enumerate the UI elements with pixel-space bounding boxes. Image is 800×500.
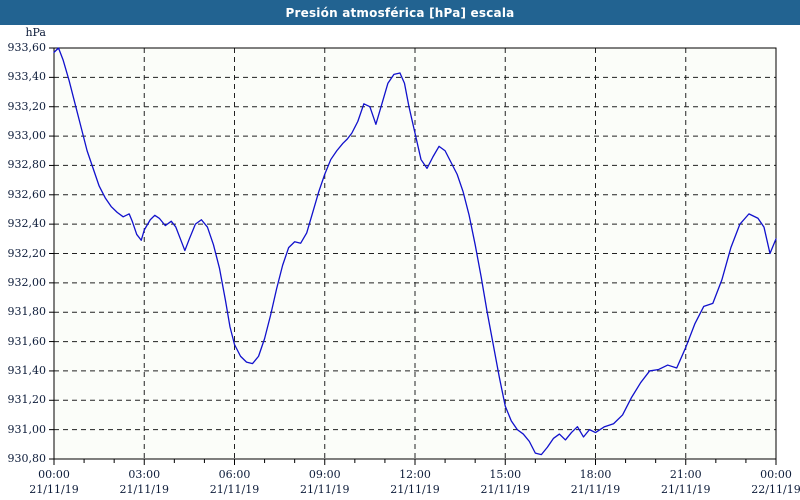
axis-tick-marks <box>49 47 777 465</box>
y-axis-tick-label: 932,20 <box>7 246 47 260</box>
x-axis-tick-label: 12:00 21/11/19 <box>370 467 460 497</box>
x-axis-tick-label: 06:00 21/11/19 <box>190 467 280 497</box>
x-axis-tick-time: 03:00 <box>128 468 161 481</box>
x-axis-tick-time: 18:00 <box>579 468 612 481</box>
x-axis-tick-time: 21:00 <box>669 468 702 481</box>
x-axis-tick-date: 21/11/19 <box>209 483 260 496</box>
x-axis-tick-date: 21/11/19 <box>661 483 711 496</box>
x-axis-tick-label: 21:00 21/11/19 <box>641 467 731 497</box>
y-axis-tick-label: 933,40 <box>7 70 47 84</box>
pressure-line-chart <box>49 47 777 465</box>
y-axis-unit-label: hPa <box>25 26 46 39</box>
page-title: Presión atmosférica [hPa] escala <box>285 5 515 20</box>
y-axis-tick-label: 930,80 <box>7 452 47 465</box>
x-axis-tick-date: 21/11/19 <box>29 483 79 496</box>
x-axis-tick-time: 00:00 <box>760 468 792 481</box>
x-axis-tick-label: 00:00 22/11/19 <box>731 467 800 497</box>
y-axis-tick-label: 932,00 <box>7 275 47 289</box>
x-axis-tick-time: 00:00 <box>38 468 70 481</box>
x-axis-tick-date: 22/11/19 <box>751 483 800 496</box>
y-axis-tick-label: 933,20 <box>7 99 47 113</box>
x-axis-tick-time: 09:00 <box>308 468 341 481</box>
chart-canvas: hPa 933,60 933,40 933,20 933,00 932,80 932,60… <box>0 25 800 500</box>
y-axis-tick-label: 933,60 <box>7 41 47 54</box>
y-axis-tick-label: 931,20 <box>7 393 47 407</box>
y-axis-tick-label: 931,80 <box>7 305 47 319</box>
y-axis-tick-label: 932,60 <box>7 187 47 201</box>
x-axis-tick-time: 06:00 <box>218 468 251 481</box>
y-axis-tick-label: 931,00 <box>7 422 47 436</box>
x-axis-tick-date: 21/11/19 <box>480 483 530 496</box>
x-axis-tick-label: 09:00 21/11/19 <box>280 467 370 497</box>
x-axis-tick-date: 21/11/19 <box>300 483 350 496</box>
window-title-bar: Presión atmosférica [hPa] escala <box>0 0 800 25</box>
x-axis-tick-date: 21/11/19 <box>390 483 440 496</box>
y-axis-tick-label: 932,40 <box>7 217 47 231</box>
y-axis-tick-label: 933,00 <box>7 129 47 143</box>
x-axis-tick-label: 15:00 21/11/19 <box>460 467 550 497</box>
x-axis-tick-label: 18:00 21/11/19 <box>551 467 641 497</box>
x-axis-tick-date: 21/11/19 <box>119 483 169 496</box>
y-axis-tick-label: 931,40 <box>7 363 47 377</box>
x-axis-tick-time: 12:00 <box>399 468 431 481</box>
x-axis-tick-time: 15:00 <box>489 468 522 481</box>
y-axis-tick-label: 931,60 <box>7 334 47 348</box>
x-axis-tick-date: 21/11/19 <box>570 483 621 496</box>
x-axis-tick-label: 03:00 21/11/19 <box>99 467 189 497</box>
x-axis-tick-label: 00:00 21/11/19 <box>9 467 99 497</box>
y-axis-tick-label: 932,80 <box>7 158 47 172</box>
series-line-pressure <box>53 47 777 456</box>
